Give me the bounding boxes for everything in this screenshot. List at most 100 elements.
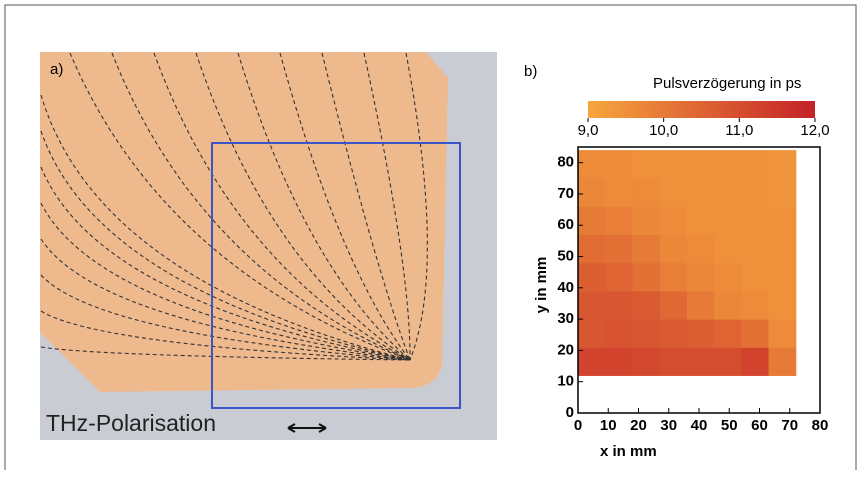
colorbar: [588, 101, 815, 118]
heat-cell: [686, 178, 715, 207]
heat-cell: [578, 206, 606, 236]
heat-cell: [659, 262, 688, 292]
heat-cell: [632, 347, 661, 376]
y-tick-label: 20: [557, 341, 574, 358]
heat-cell: [578, 178, 606, 207]
guide-line: [111, 52, 411, 361]
heat-cell: [714, 234, 742, 264]
heat-cell: [578, 347, 606, 376]
colorbar-tick-label: 10,0: [649, 122, 678, 139]
x-tick-label: 50: [721, 417, 738, 434]
heat-cell: [659, 347, 688, 376]
heat-cell: [605, 178, 633, 207]
heat-cell: [741, 319, 770, 348]
guide-line: [69, 52, 411, 361]
heat-cell: [741, 262, 770, 292]
heat-cell: [714, 290, 742, 320]
heat-cell: [686, 319, 715, 348]
y-tick-label: 30: [557, 310, 574, 327]
heat-cell: [768, 347, 797, 376]
x-tick-label: 20: [630, 417, 647, 434]
heat-cell: [605, 319, 633, 348]
heat-cell: [659, 234, 688, 264]
x-axis-label: x in mm: [600, 443, 657, 460]
heat-cell: [605, 290, 633, 320]
heat-cell: [632, 234, 661, 264]
y-tick-label: 40: [557, 279, 574, 296]
heat-cell: [605, 150, 633, 179]
panel-label: b): [524, 63, 537, 80]
heat-cell: [659, 290, 688, 320]
heat-cell: [741, 206, 770, 236]
heat-cell: [686, 206, 715, 236]
polarisation-arrow: [287, 423, 327, 433]
heat-cell: [605, 347, 633, 376]
caption: THz-Polarisation: [46, 410, 216, 436]
x-tick-label: 10: [600, 417, 617, 434]
heat-cell: [659, 150, 688, 179]
heat-cell: [686, 150, 715, 179]
x-tick-label: 70: [781, 417, 798, 434]
guide-line: [237, 52, 411, 361]
photo: a) THz-Polarisation: [40, 52, 497, 440]
heat-cell: [632, 319, 661, 348]
guide-line: [153, 52, 411, 361]
heat-cell: [578, 234, 606, 264]
heat-cell: [768, 178, 797, 207]
x-tick-label: 60: [751, 417, 768, 434]
heat-cell: [578, 150, 606, 179]
sample-plate: [40, 52, 448, 392]
heat-cell: [578, 319, 606, 348]
heat-cell: [632, 290, 661, 320]
x-tick-label: 0: [574, 417, 582, 434]
guide-line: [40, 310, 411, 361]
heat-cell: [768, 206, 797, 236]
heat-cell: [659, 206, 688, 236]
heat-cell: [605, 206, 633, 236]
heat-cell: [714, 262, 742, 292]
guide-line: [321, 52, 411, 361]
frame: [4, 4, 857, 470]
colorbar-title: Pulsverzögerung in ps: [653, 75, 801, 92]
heat-cell: [632, 262, 661, 292]
heat-cell: [659, 178, 688, 207]
heat-cell: [605, 234, 633, 264]
guide-line: [40, 274, 411, 361]
x-tick-label: 80: [812, 417, 829, 434]
heat-cell: [686, 262, 715, 292]
y-axis-label: y in mm: [533, 257, 550, 314]
heat-cell: [632, 178, 661, 207]
heat-cell: [686, 347, 715, 376]
heat-cell: [578, 262, 606, 292]
heat-cell: [686, 234, 715, 264]
heat-cell: [741, 234, 770, 264]
guide-line: [40, 238, 411, 361]
x-tick-label: 40: [691, 417, 708, 434]
panel-label: a): [50, 61, 63, 78]
y-tick-label: 10: [557, 373, 574, 390]
heat-cell: [632, 206, 661, 236]
y-tick-label: 60: [557, 216, 574, 233]
heat-cell: [768, 290, 797, 320]
heat-cell: [714, 347, 742, 376]
heat-cell: [714, 206, 742, 236]
heat-cell: [632, 150, 661, 179]
y-tick-label: 70: [557, 185, 574, 202]
colorbar-tick-label: 11,0: [725, 122, 753, 139]
y-tick-label: 80: [557, 154, 574, 171]
colorbar-tick-label: 12,0: [800, 122, 829, 139]
heat-cell: [768, 150, 797, 179]
region-box: [211, 142, 461, 409]
heat-cell: [741, 178, 770, 207]
heat-cell: [741, 290, 770, 320]
x-tick-label: 30: [660, 417, 677, 434]
guide-line: [40, 346, 411, 361]
heat-cell: [768, 319, 797, 348]
heat-cell: [768, 234, 797, 264]
heat-cell: [714, 150, 742, 179]
heat-cell: [741, 347, 770, 376]
heat-cell: [578, 290, 606, 320]
heat-cell: [714, 319, 742, 348]
guide-line: [40, 166, 411, 361]
